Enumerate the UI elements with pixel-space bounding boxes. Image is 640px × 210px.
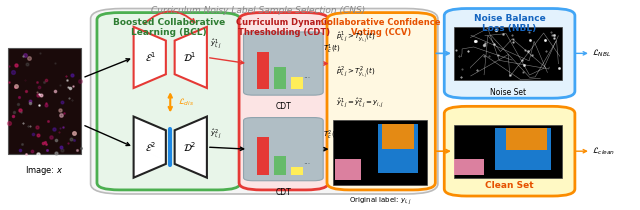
Bar — [335, 159, 361, 180]
FancyBboxPatch shape — [91, 9, 438, 194]
Text: $\mathcal{L}_{clean}$: $\mathcal{L}_{clean}$ — [592, 146, 616, 157]
FancyBboxPatch shape — [239, 13, 328, 190]
Text: CDT: CDT — [275, 188, 291, 197]
Text: $T^2_c(t)$: $T^2_c(t)$ — [323, 128, 340, 142]
Text: $\mathcal{D}^2$: $\mathcal{D}^2$ — [183, 140, 196, 154]
Text: Curriculum Noisy Label Sample Selection (CNS): Curriculum Noisy Label Sample Selection … — [151, 7, 365, 16]
Bar — [274, 156, 286, 175]
Text: ...: ... — [303, 71, 310, 80]
Text: $\mathcal{E}^2$: $\mathcal{E}^2$ — [145, 140, 156, 154]
Text: Curriculum Dynamic
Thresholding (CDT): Curriculum Dynamic Thresholding (CDT) — [236, 18, 332, 37]
FancyBboxPatch shape — [444, 9, 575, 98]
Text: $\mathcal{L}_{NBL}$: $\mathcal{L}_{NBL}$ — [592, 48, 611, 59]
Bar — [382, 124, 414, 149]
Text: CDT: CDT — [275, 102, 291, 111]
Text: $\hat{y}^2_{i,j}$: $\hat{y}^2_{i,j}$ — [210, 128, 221, 142]
Text: ...: ... — [303, 157, 310, 166]
FancyBboxPatch shape — [444, 106, 575, 196]
Polygon shape — [175, 27, 207, 88]
Text: $\hat{y}^1_{i,j} = \hat{y}^2_{i,j} = y_{i,j}$: $\hat{y}^1_{i,j} = \hat{y}^2_{i,j} = y_{… — [336, 96, 384, 110]
Text: Original label: $y_{i,j}$: Original label: $y_{i,j}$ — [349, 195, 411, 206]
Bar — [378, 124, 418, 173]
Text: Noise Balance
Loss (NBL): Noise Balance Loss (NBL) — [474, 14, 545, 33]
FancyBboxPatch shape — [244, 118, 323, 181]
Text: $\mathcal{D}^1$: $\mathcal{D}^1$ — [183, 51, 197, 64]
Bar — [495, 128, 551, 170]
FancyBboxPatch shape — [327, 13, 435, 190]
Polygon shape — [175, 117, 207, 178]
Bar — [333, 120, 427, 185]
Bar — [257, 137, 269, 175]
Text: $\hat{p}^1_{i,j} > T^1_{\hat{y}_{i,j}}(t)$: $\hat{p}^1_{i,j} > T^1_{\hat{y}_{i,j}}(t… — [336, 30, 376, 46]
Bar — [291, 167, 303, 175]
FancyBboxPatch shape — [244, 32, 323, 95]
Bar — [506, 128, 547, 150]
Text: Image: $x$: Image: $x$ — [25, 164, 63, 177]
Text: $T^1_c(t)$: $T^1_c(t)$ — [323, 43, 340, 56]
Polygon shape — [134, 117, 166, 178]
FancyBboxPatch shape — [97, 13, 241, 190]
Text: $\hat{y}^1_{i,j}$: $\hat{y}^1_{i,j}$ — [210, 38, 221, 52]
Text: Collaborative Confidence
Voting (CCV): Collaborative Confidence Voting (CCV) — [321, 18, 441, 37]
Bar — [454, 159, 484, 175]
Text: $\mathcal{E}^1$: $\mathcal{E}^1$ — [145, 51, 156, 64]
Text: Boosted Collaborative
Learning (BCL): Boosted Collaborative Learning (BCL) — [113, 18, 225, 37]
Bar — [274, 67, 286, 89]
Text: $\mathcal{L}_{dis}$: $\mathcal{L}_{dis}$ — [178, 97, 194, 108]
Bar — [454, 27, 562, 80]
Bar — [8, 48, 81, 154]
Bar — [291, 77, 303, 89]
Bar — [257, 52, 269, 89]
Text: Clean Set: Clean Set — [485, 181, 534, 190]
Text: $\hat{p}^2_{i,j} > T^2_{\hat{y}_{i,j}}(t)$: $\hat{p}^2_{i,j} > T^2_{\hat{y}_{i,j}}(t… — [336, 65, 376, 81]
Text: Noise Set: Noise Set — [490, 88, 526, 97]
Polygon shape — [134, 27, 166, 88]
Bar — [454, 125, 562, 178]
